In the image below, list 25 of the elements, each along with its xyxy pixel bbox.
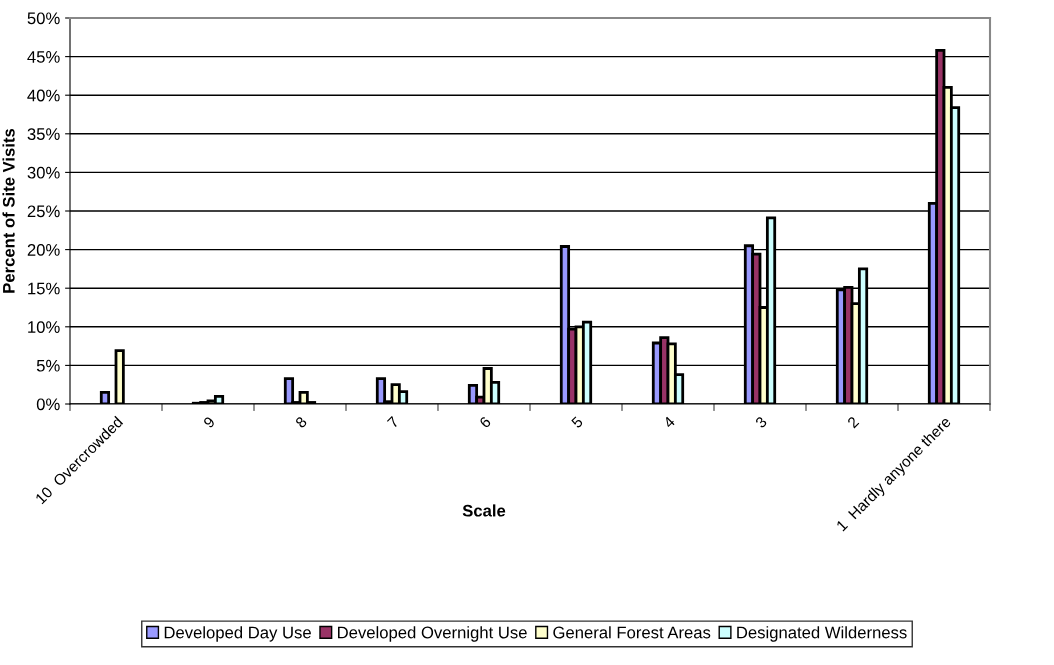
y-tick-label: 15% <box>28 282 60 295</box>
x-tick-label: 7 <box>386 416 400 429</box>
x-axis-title: Scale <box>462 504 506 517</box>
x-tick-label: 6 <box>478 415 492 429</box>
legend-label: Designated Wilderness <box>737 626 907 642</box>
x-tick-label: 8 <box>294 415 308 429</box>
y-tick-label: 5% <box>36 359 60 372</box>
y-tick-label: 30% <box>27 166 60 179</box>
y-tick-label: 45% <box>27 51 60 63</box>
y-tick-label: 0% <box>36 398 60 411</box>
legend-label: Developed Day Use <box>164 626 311 642</box>
x-tick-label: 4 <box>662 415 676 429</box>
x-tick-label: 3 <box>754 415 768 429</box>
y-tick-label: 20% <box>27 244 60 256</box>
y-tick-label: 40% <box>27 89 60 102</box>
y-tick-label: 25% <box>27 205 60 218</box>
y-tick-label: 35% <box>27 128 60 140</box>
y-tick-label: 10% <box>28 321 60 333</box>
y-tick-label: 50% <box>27 12 60 25</box>
legend-label: Developed Overnight Use <box>338 626 527 642</box>
x-tick-label: 2 <box>846 415 860 429</box>
y-axis-title: Percent of Site Visits <box>2 128 15 293</box>
x-tick-label: 9 <box>202 415 216 429</box>
x-tick-label: 5 <box>570 415 584 429</box>
legend-label: General Forest Areas <box>553 626 711 639</box>
